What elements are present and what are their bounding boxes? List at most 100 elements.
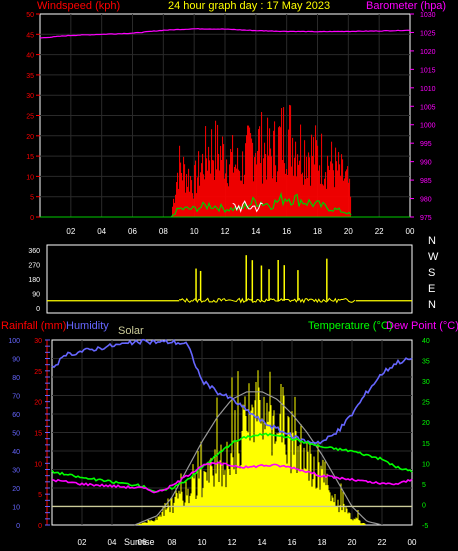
wind-tick-label: 10	[26, 174, 34, 181]
dewpoint-axis-label: Dew Point (°C)	[386, 320, 458, 332]
wind-tick-label: 5	[30, 195, 34, 202]
barometer-tick-label: 995	[420, 141, 432, 148]
humidity-tick-label: 100	[8, 338, 20, 345]
compass-letter: S	[428, 267, 435, 279]
sunrise-label: Sunrise	[124, 537, 155, 547]
humidity-label: Humidity	[66, 320, 109, 332]
temperature-tick-label: 5	[422, 482, 426, 489]
direction-tick-label: 0	[36, 306, 40, 313]
temperature-tick-label: 35	[422, 359, 430, 366]
wind-tick-label: 45	[26, 32, 34, 39]
barometer-tick-label: 980	[420, 197, 432, 204]
hour-tick-label: 20	[348, 538, 357, 547]
temperature-tick-label: 40	[422, 338, 430, 345]
temperature-tick-label: 0	[422, 502, 426, 509]
rainfall-tick-label: 15	[34, 431, 42, 438]
wind-tick-label: 25	[26, 114, 34, 121]
wind-tick-label: 35	[26, 73, 34, 80]
direction-tick-label: 360	[28, 248, 40, 255]
gust-line	[170, 191, 352, 218]
direction-tick-label: 270	[28, 263, 40, 270]
compass-letter: W	[428, 251, 439, 263]
hour-tick-label: 08	[168, 538, 177, 547]
hour-tick-label: 04	[97, 227, 106, 236]
rainfall-tick-label: 25	[34, 369, 42, 376]
temperature-tick-label: 10	[422, 461, 430, 468]
temp-series	[51, 338, 413, 526]
direction-line	[179, 297, 356, 304]
rainfall-tick-label: 20	[34, 400, 42, 407]
humidity-tick-label: 40	[12, 449, 20, 456]
compass-letter: E	[428, 283, 435, 295]
hour-tick-label: 16	[288, 538, 297, 547]
wind-barometer-panel: Windspeed (kph) 24 hour graph day : 17 M…	[26, 0, 446, 236]
humidity-tick-label: 60	[12, 412, 20, 419]
hour-tick-label: 14	[251, 227, 260, 236]
hour-tick-label: 18	[313, 227, 322, 236]
hour-tick-label: 14	[258, 538, 267, 547]
temperature-tick-label: 30	[422, 379, 430, 386]
solar-label: Solar	[118, 325, 144, 337]
humidity-y-ticks: 0 10 20 30 40 50 60 70 80 90 100	[8, 338, 20, 530]
dewpoint-line	[51, 461, 413, 494]
hour-tick-label: 00	[406, 227, 415, 236]
wind-tick-label: 20	[26, 134, 34, 141]
rainfall-axis-label: Rainfall (mm)	[1, 320, 66, 332]
wind-tick-label: 30	[26, 93, 34, 100]
hour-tick-label: 06	[128, 227, 137, 236]
rainfall-y-ticks: 0 5 10 15 20 25 30	[34, 338, 50, 530]
direction-y-ticks: 0 90 180 270 360	[28, 248, 40, 313]
solar-max-curve	[134, 391, 381, 526]
wind-series	[39, 27, 411, 218]
wind-tick-label: 40	[26, 53, 34, 60]
hour-tick-label: 00	[408, 538, 417, 547]
hour-tick-label: 10	[190, 227, 199, 236]
wind-hour-labels: 02 04 06 08 10 12 14 16 18 20 22 00	[66, 227, 415, 236]
barometer-tick-label: 1005	[420, 104, 436, 111]
humidity-tick-label: 70	[12, 394, 20, 401]
hour-tick-label: 22	[378, 538, 387, 547]
hour-tick-label: 02	[78, 538, 87, 547]
barometer-y-ticks: 975 980 985 990 995 1000 1005 1010 1015 1020 1025 1…	[410, 12, 436, 222]
barometer-tick-label: 990	[420, 160, 432, 167]
compass-letter: N	[428, 235, 436, 247]
hour-tick-label: 08	[159, 227, 168, 236]
humidity-tick-label: 80	[12, 375, 20, 382]
hour-tick-label: 12	[228, 538, 237, 547]
wind-tick-label: 50	[26, 12, 34, 19]
wind-y-ticks: 0 5 10 15 20 25 30 35 40 45 50	[26, 12, 40, 222]
humidity-tick-label: 20	[12, 486, 20, 493]
rainfall-tick-label: 10	[34, 461, 42, 468]
hour-tick-label: 10	[198, 538, 207, 547]
hour-tick-label: 18	[318, 538, 327, 547]
temperature-tick-label: -5	[422, 523, 428, 530]
temp-hour-labels: 02 04 06 08 10 12 14 16 18 20 22 00	[78, 538, 417, 547]
humidity-tick-label: 30	[12, 468, 20, 475]
barometer-tick-label: 1030	[420, 12, 436, 19]
humidity-tick-label: 10	[12, 505, 20, 512]
barometer-tick-label: 1015	[420, 67, 436, 74]
graph-title: 24 hour graph day : 17 May 2023	[168, 0, 330, 12]
rainfall-tick-label: 0	[38, 523, 42, 530]
average-wind-line	[232, 200, 263, 213]
barometer-tick-label: 1010	[420, 86, 436, 93]
temperature-tick-label: 20	[422, 420, 430, 427]
temperature-line	[51, 432, 413, 493]
temperature-tick-label: 25	[422, 400, 430, 407]
barometer-line	[39, 27, 411, 39]
barometer-axis-label: Barometer (hpa)	[366, 0, 446, 12]
direction-tick-label: 90	[32, 292, 40, 299]
hour-tick-label: 20	[344, 227, 353, 236]
barometer-tick-label: 1020	[420, 49, 436, 56]
hour-tick-label: 22	[375, 227, 384, 236]
wind-tick-label: 15	[26, 154, 34, 161]
temp-humidity-panel: Rainfall (mm) Humidity Solar Temperature…	[1, 320, 458, 547]
temperature-tick-label: 15	[422, 441, 430, 448]
direction-tick-label: 180	[28, 277, 40, 284]
hour-tick-label: 04	[108, 538, 117, 547]
hour-tick-label: 06	[138, 538, 147, 547]
hour-tick-label: 02	[66, 227, 75, 236]
